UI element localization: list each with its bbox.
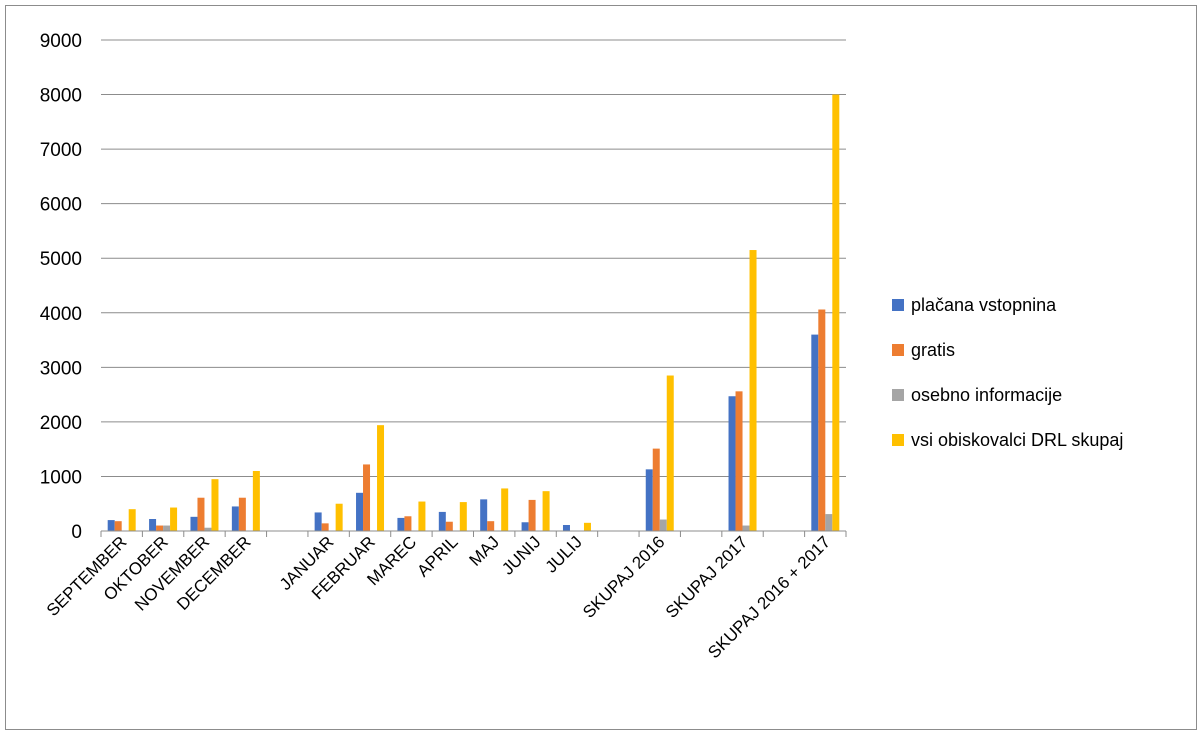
y-tick-label: 4000: [40, 304, 82, 325]
y-tick-label: 9000: [40, 31, 82, 52]
legend-label: plačana vstopnina: [911, 295, 1057, 315]
bar: [480, 499, 488, 531]
bar: [487, 521, 495, 531]
bar: [156, 525, 164, 531]
bar: [825, 514, 833, 531]
bar: [528, 499, 536, 531]
bar: [652, 448, 660, 531]
bar: [363, 464, 371, 531]
bar: [459, 502, 467, 531]
y-tick-label: 5000: [40, 249, 82, 270]
x-category-label: MAJ: [466, 532, 503, 569]
bar: [438, 511, 446, 531]
bar: [163, 525, 171, 531]
bar: [114, 521, 122, 531]
bar: [728, 396, 736, 531]
bars: [107, 94, 840, 532]
bar: [659, 519, 667, 531]
bar: [149, 519, 157, 531]
bar: [666, 375, 674, 531]
x-category-label: JULIJ: [542, 532, 586, 576]
y-tick-label: 6000: [40, 195, 82, 216]
bar: [832, 94, 840, 531]
bar: [397, 517, 405, 531]
bar: [356, 492, 364, 531]
bar: [377, 425, 385, 531]
bar: [818, 309, 826, 531]
bar: [190, 516, 198, 531]
legend-label: osebno informacije: [911, 385, 1062, 405]
legend-swatch: [892, 299, 904, 311]
x-category-label: JUNIJ: [498, 532, 544, 578]
bar: [314, 512, 322, 531]
gridlines: [101, 39, 846, 477]
legend-swatch: [892, 344, 904, 356]
legend-label: gratis: [911, 340, 955, 360]
bar: [252, 470, 260, 531]
y-tick-label: 2000: [40, 413, 82, 434]
y-tick-label: 8000: [40, 86, 82, 107]
bar: [128, 509, 136, 531]
bar: [501, 488, 509, 531]
x-category-label: SKUPAJ 2016: [579, 532, 668, 621]
x-category-label: SKUPAJ 2017: [662, 532, 751, 621]
y-tick-label: 7000: [40, 140, 82, 161]
bar: [404, 516, 412, 531]
y-tick-label: 3000: [40, 358, 82, 379]
x-category-label: APRIL: [413, 532, 461, 580]
bar: [335, 503, 343, 531]
bar: [197, 497, 205, 531]
bar: [583, 522, 591, 531]
y-tick-label: 1000: [40, 467, 82, 488]
bar: [418, 501, 426, 531]
bar: [521, 522, 529, 531]
y-axis: 0 1000 2000 3000 4000 5000 6000 7000 8000 9000: [40, 31, 82, 543]
bar: [107, 520, 115, 531]
bar: [204, 527, 212, 531]
bar: [645, 469, 653, 531]
y-tick-label: 0: [71, 522, 82, 543]
legend-swatch: [892, 434, 904, 446]
bar: [238, 497, 246, 531]
bar: [211, 479, 219, 531]
bar: [562, 525, 570, 531]
bar: [231, 506, 239, 531]
bar: [170, 507, 178, 531]
bar: [742, 525, 750, 531]
legend: plačana vstopnina gratis osebno informacij…: [892, 295, 1123, 450]
legend-label: vsi obiskovalci DRL skupaj: [911, 430, 1123, 450]
legend-swatch: [892, 389, 904, 401]
bar: [542, 491, 550, 531]
bar: [749, 250, 757, 532]
bar: [321, 523, 329, 531]
bar: [811, 334, 819, 531]
bar: [445, 521, 453, 531]
bar: [735, 391, 743, 531]
